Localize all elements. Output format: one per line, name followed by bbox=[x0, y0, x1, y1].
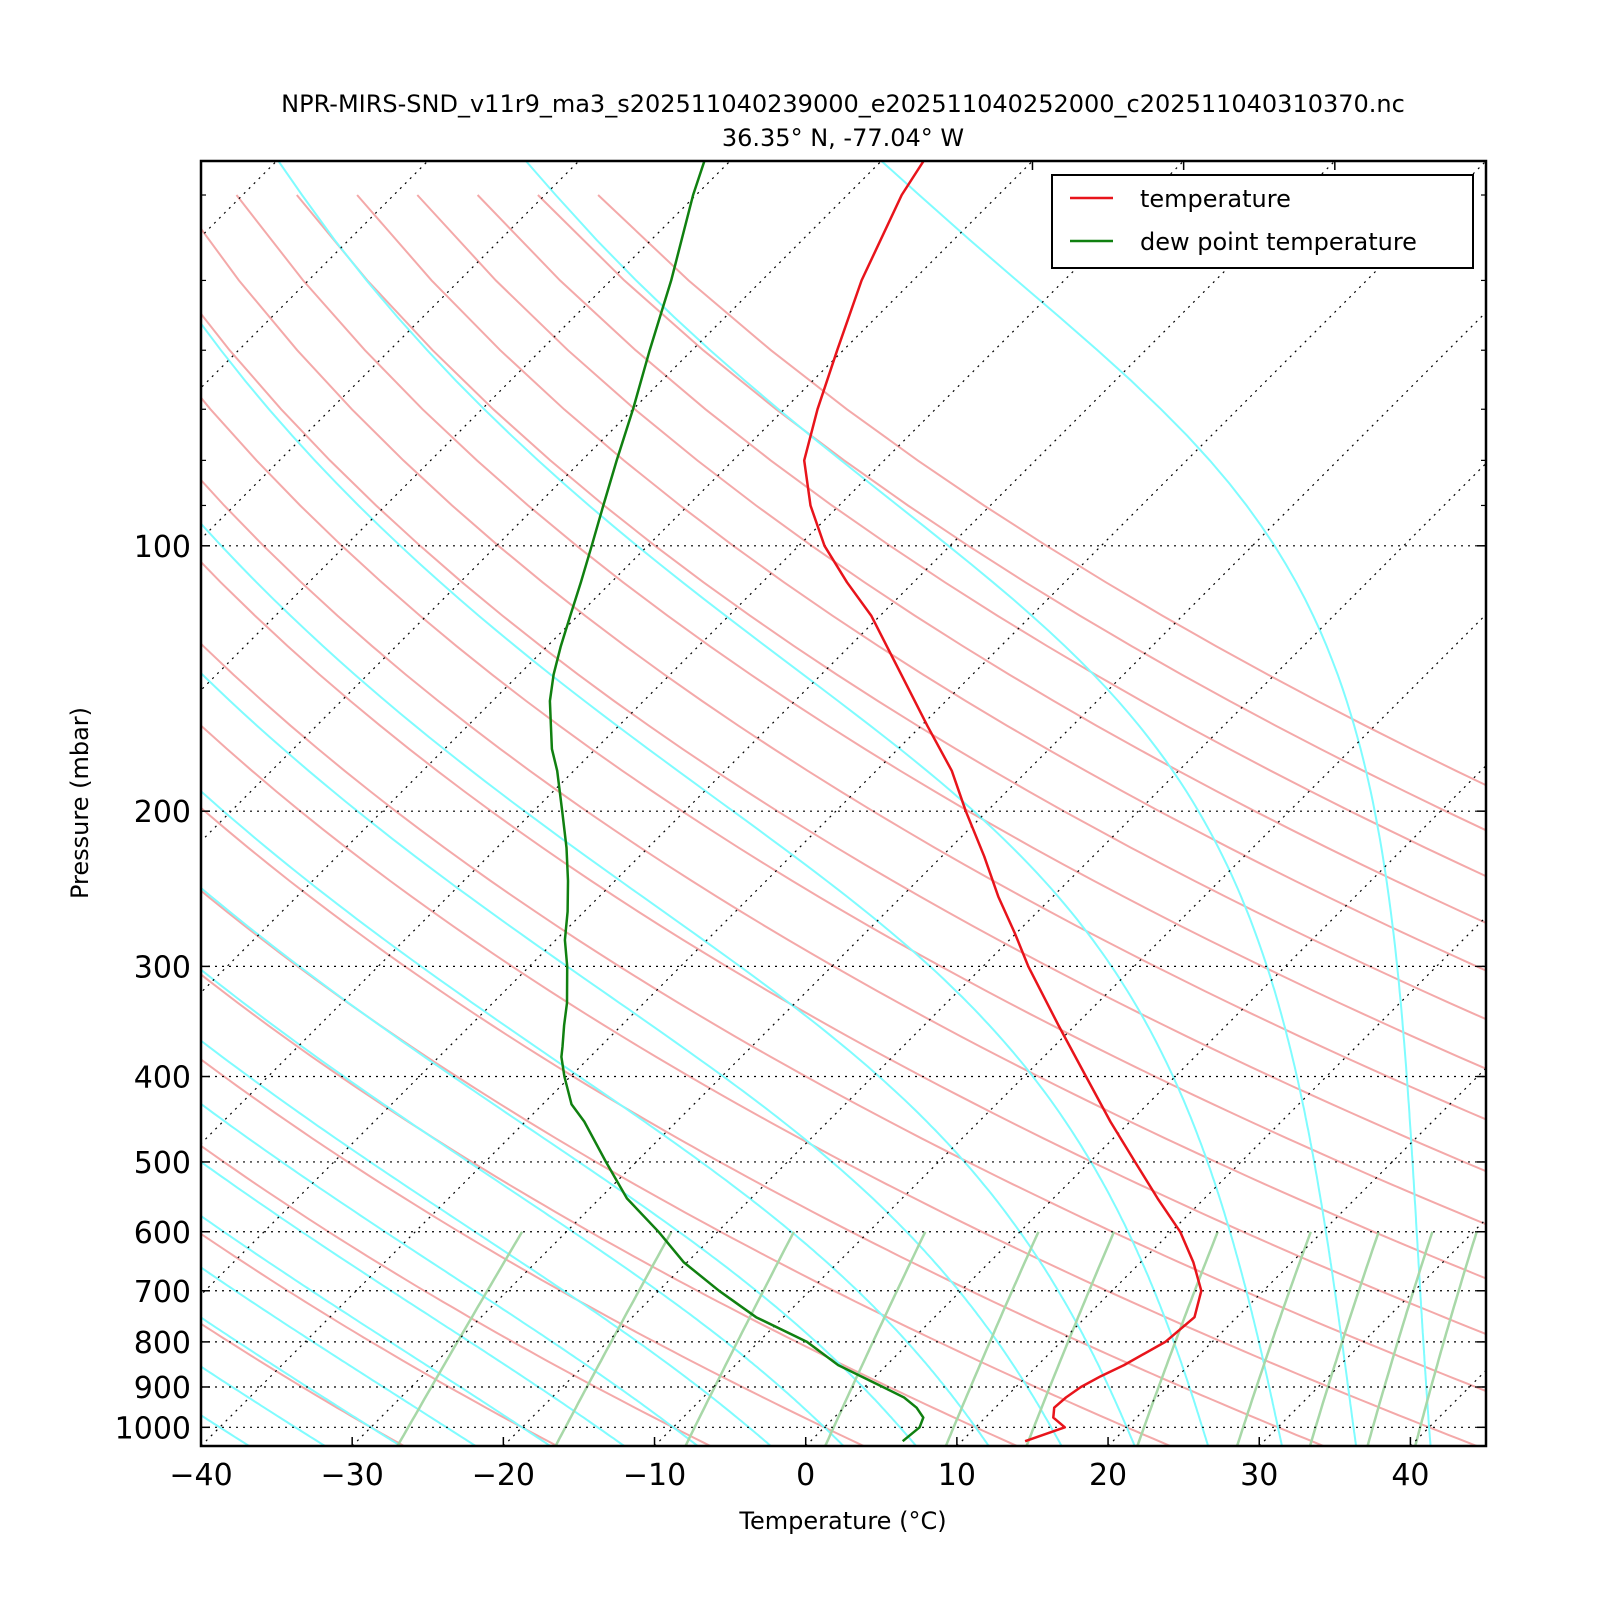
legend-box bbox=[1051, 174, 1474, 269]
moist-adiabat-line bbox=[201, 1039, 772, 1446]
isotherm-line bbox=[502, 462, 1486, 1446]
x-tick-label: 10 bbox=[938, 1458, 976, 1493]
moist-adiabat-line bbox=[201, 1160, 625, 1446]
dry-adiabat-line bbox=[201, 806, 1324, 1446]
y-tick-label: 600 bbox=[134, 1216, 191, 1251]
y-tick-label: 900 bbox=[134, 1371, 191, 1406]
moist-adiabat-line bbox=[201, 1414, 250, 1446]
moist-adiabat-line bbox=[201, 671, 1063, 1446]
x-tick-label: 40 bbox=[1391, 1458, 1429, 1493]
mixing-ratio-line bbox=[1136, 1231, 1219, 1446]
y-tick-label: 800 bbox=[134, 1326, 191, 1361]
moist-adiabat-line bbox=[201, 1316, 402, 1446]
moist-adiabat-line bbox=[201, 1214, 551, 1446]
y-tick-label: 700 bbox=[134, 1275, 191, 1310]
dry-adiabat-line bbox=[201, 1322, 405, 1446]
dry-adiabat-line bbox=[537, 194, 1486, 832]
isotherm-line bbox=[201, 161, 1486, 1446]
dry-adiabat-line bbox=[201, 889, 1171, 1446]
moist-adiabat-line bbox=[201, 789, 990, 1446]
isotherm-line bbox=[201, 161, 731, 691]
mixing-ratio-line bbox=[684, 1231, 796, 1446]
moist-adiabat-line bbox=[201, 322, 1210, 1446]
temperature-line bbox=[802, 161, 1203, 1443]
dry-adiabat-line bbox=[201, 312, 1486, 1173]
isotherm-line bbox=[1409, 1369, 1486, 1446]
legend-temperature-label: temperature bbox=[1140, 185, 1291, 213]
data-lines bbox=[548, 161, 1203, 1443]
y-tick-label: 1000 bbox=[115, 1411, 191, 1446]
background-lines bbox=[201, 161, 1600, 1446]
dry-adiabat-line bbox=[201, 1058, 865, 1446]
plot-frame bbox=[199, 159, 1488, 1448]
mixing-ratio-line bbox=[824, 1231, 927, 1446]
isotherm-line bbox=[654, 613, 1486, 1446]
y-tick-label: 300 bbox=[134, 950, 191, 985]
dry-adiabat-line bbox=[356, 194, 1486, 972]
x-tick-label: −40 bbox=[169, 1458, 232, 1493]
y-axis: 100 200 300 400 500 600 700 800 900 1000 bbox=[115, 194, 1486, 1446]
moist-adiabat-line bbox=[201, 1266, 477, 1446]
dry-adiabat-line bbox=[416, 194, 1486, 925]
x-axis: −40 −30 −20 −10 0 10 20 30 40 bbox=[169, 161, 1430, 1493]
dry-adiabat-line bbox=[296, 194, 1486, 1021]
isotherm-line bbox=[1258, 1218, 1486, 1446]
mixing-ratio-line bbox=[944, 1231, 1040, 1446]
x-tick-label: 0 bbox=[796, 1458, 815, 1493]
y-tick-label: 100 bbox=[134, 530, 191, 565]
y-axis-label: Pressure (mbar) bbox=[66, 707, 94, 899]
x-tick-label: −10 bbox=[623, 1458, 686, 1493]
x-axis-label: Temperature (°C) bbox=[738, 1507, 946, 1535]
legend: temperature dew point temperature bbox=[1051, 174, 1474, 269]
moist-adiabat-line bbox=[880, 161, 1432, 1446]
dew-point-line bbox=[548, 161, 925, 1443]
chart-title: NPR-MIRS-SND_v11r9_ma3_s202511040239000_… bbox=[281, 90, 1405, 118]
dry-adiabat-line bbox=[201, 396, 1486, 1226]
x-tick-label: −30 bbox=[321, 1458, 384, 1493]
mixing-ratio-line bbox=[554, 1231, 673, 1446]
isotherm-line bbox=[1107, 1067, 1486, 1446]
dry-adiabat-line bbox=[201, 227, 1486, 1121]
isotherm-line bbox=[351, 311, 1486, 1446]
y-tick-label: 500 bbox=[134, 1146, 191, 1181]
dry-adiabat-line bbox=[201, 560, 1486, 1336]
dry-adiabat-line bbox=[235, 194, 1486, 1070]
moist-adiabat-line bbox=[201, 968, 845, 1446]
isotherm-line bbox=[1562, 161, 1600, 1446]
mixing-ratio-line bbox=[1025, 1231, 1116, 1446]
x-tick-label: 30 bbox=[1240, 1458, 1278, 1493]
mixing-ratio-line bbox=[396, 1231, 524, 1446]
dry-adiabat-line bbox=[201, 973, 1018, 1446]
y-tick-label: 200 bbox=[134, 795, 191, 830]
isotherm-line bbox=[805, 764, 1486, 1446]
chart-subtitle: 36.35° N, -77.04° W bbox=[722, 124, 964, 152]
isotherm-line bbox=[201, 161, 1336, 1296]
dry-adiabat-line bbox=[201, 642, 1486, 1393]
isotherm-line bbox=[956, 916, 1486, 1446]
dry-adiabat-line bbox=[201, 1144, 711, 1446]
y-tick-label: 400 bbox=[134, 1061, 191, 1096]
mixing-ratio-line bbox=[1308, 1231, 1380, 1446]
moist-adiabat-line bbox=[201, 1365, 326, 1446]
isotherm-line bbox=[201, 161, 882, 843]
x-tick-label: 20 bbox=[1089, 1458, 1127, 1493]
legend-dewpoint-label: dew point temperature bbox=[1140, 228, 1417, 256]
mixing-ratio-line bbox=[1235, 1231, 1312, 1446]
dry-adiabat-line bbox=[201, 724, 1478, 1446]
x-tick-label: −20 bbox=[472, 1458, 535, 1493]
dry-adiabat-line bbox=[476, 194, 1486, 878]
mixing-ratio-line bbox=[1366, 1231, 1434, 1446]
moist-adiabat-line bbox=[277, 161, 1283, 1446]
mixing-ratio-line bbox=[1413, 1231, 1478, 1446]
moist-adiabat-line bbox=[201, 1102, 699, 1446]
moist-adiabat-line bbox=[201, 522, 1136, 1446]
moist-adiabat-line bbox=[525, 161, 1358, 1446]
dry-adiabat-line bbox=[201, 478, 1486, 1280]
